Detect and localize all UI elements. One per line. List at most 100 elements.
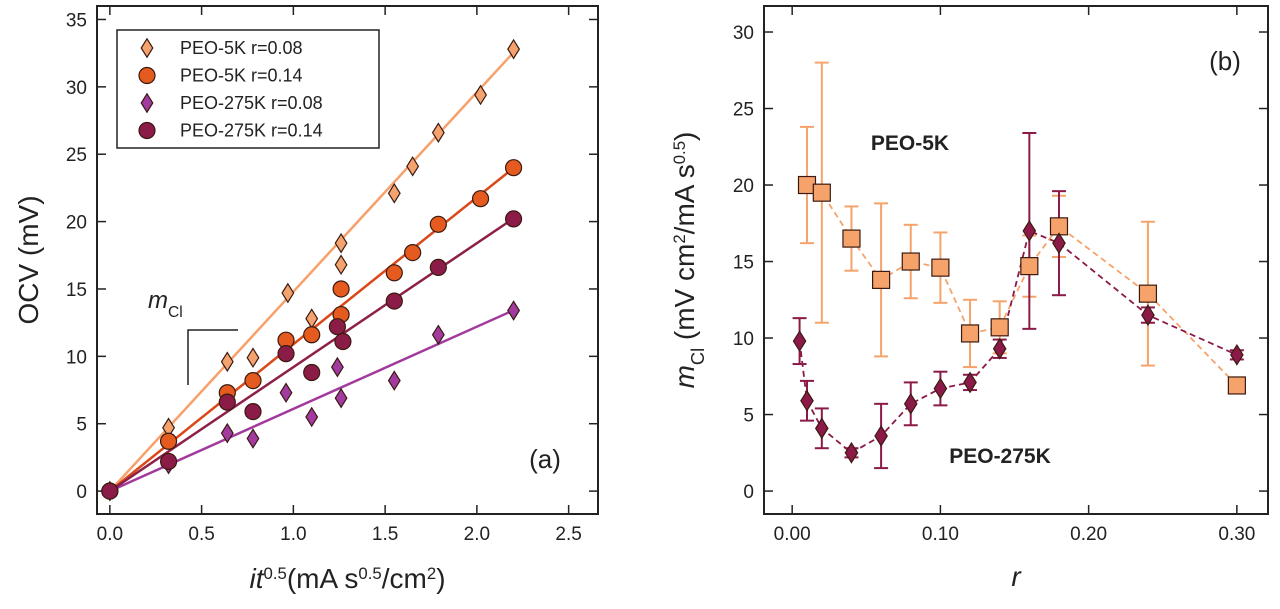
x-axis-label-part: ): [436, 563, 445, 594]
x-axis-label-part: (mA s: [287, 563, 359, 594]
fit-line: [109, 217, 515, 493]
x-axis-label-part: /cm: [382, 563, 427, 594]
data-point: [387, 182, 401, 204]
y-axis-label-part: Cl: [688, 348, 708, 365]
x-tick-label: 0.10: [922, 524, 959, 545]
y-tick-label: 25: [66, 145, 87, 166]
x-tick-label: 0.30: [1218, 524, 1255, 545]
x-axis-label: it0.5(mA s0.5/cm2): [249, 563, 445, 594]
data-point: [1230, 343, 1244, 366]
y-axis-label-part: OCV (mV): [13, 195, 44, 324]
data-point: [305, 406, 319, 428]
x-tick-label: 2.5: [555, 524, 581, 545]
y-axis-label-part: 0.5: [670, 141, 689, 164]
data-point: [504, 159, 523, 177]
data-point: [842, 229, 861, 248]
data-point: [332, 280, 350, 298]
data-point: [281, 282, 295, 304]
x-axis-label-part: 0.5: [263, 564, 286, 583]
data-point: [901, 252, 920, 271]
legend-marker: [140, 37, 154, 59]
x-tick-label: 1.5: [372, 524, 398, 545]
y-tick-label: 5: [76, 415, 87, 436]
data-point: [931, 258, 950, 277]
data-point: [303, 363, 321, 382]
x-axis-label-part: 2: [427, 564, 436, 583]
y-tick-label: 15: [733, 253, 754, 274]
slope-bracket: [187, 329, 238, 385]
data-point: [844, 441, 859, 464]
y-tick-label: 10: [66, 347, 87, 368]
data-point: [990, 318, 1009, 337]
plot-frame: [763, 5, 1269, 515]
data-point: [101, 482, 119, 500]
legend-label: PEO-5K r=0.08: [180, 38, 303, 58]
data-point: [334, 387, 348, 409]
data-point: [933, 377, 948, 400]
y-axis-label: OCV (mV): [13, 195, 44, 324]
y-tick-label: 25: [733, 100, 754, 121]
data-point: [220, 422, 234, 444]
x-tick-label: 0.20: [1070, 524, 1107, 545]
y-tick-label: 20: [733, 176, 754, 197]
data-point: [246, 347, 260, 369]
data-point: [303, 326, 321, 344]
series-label: PEO-275K: [949, 445, 1051, 468]
x-axis-label-part: r: [1011, 561, 1022, 592]
data-point: [406, 156, 420, 177]
data-point: [220, 351, 234, 373]
y-axis-label-part: (mV cm: [669, 244, 700, 348]
y-axis-label-part: ): [669, 132, 700, 141]
slope-annotation-part: m: [148, 287, 168, 314]
x-tick-label: 1.0: [280, 524, 306, 545]
legend-box: [116, 29, 380, 149]
data-point: [330, 356, 344, 378]
data-point: [387, 370, 401, 391]
data-point: [963, 371, 977, 394]
data-point: [404, 243, 422, 262]
y-axis-label: mCl (mV cm2/mA s0.5): [669, 132, 708, 389]
plot-frame: [96, 5, 599, 515]
x-tick-label: 0.0: [97, 524, 123, 545]
data-point: [504, 210, 523, 228]
data-point: [992, 337, 1007, 360]
data-point: [429, 258, 447, 277]
x-axis-label: r: [1011, 561, 1022, 592]
x-axis-label-part: it: [249, 563, 264, 594]
data-point: [1138, 284, 1158, 303]
y-tick-label: 30: [733, 23, 754, 44]
x-tick-label: 2.0: [464, 524, 490, 545]
slope-annotation: mCl: [148, 287, 183, 321]
data-point: [474, 84, 488, 106]
x-axis-label-part: 0.5: [358, 564, 381, 583]
y-tick-label: 0: [743, 482, 754, 503]
data-point: [1141, 304, 1155, 326]
data-point: [1052, 232, 1066, 255]
y-tick-label: 10: [733, 329, 754, 350]
data-point: [431, 122, 445, 143]
y-tick-label: 35: [66, 10, 87, 31]
legend-label: PEO-5K r=0.14: [180, 66, 303, 86]
panel-label: (b): [1209, 46, 1241, 76]
data-point: [507, 38, 521, 60]
data-point: [960, 324, 980, 343]
y-axis-label-part: 2: [670, 234, 689, 243]
y-tick-label: 15: [66, 280, 87, 301]
data-point: [244, 371, 262, 390]
legend-label: PEO-275K r=0.14: [180, 121, 323, 141]
y-tick-label: 20: [66, 213, 87, 234]
y-tick-label: 5: [743, 406, 754, 427]
y-tick-label: 30: [66, 78, 87, 99]
legend-marker: [138, 66, 156, 85]
data-point: [431, 324, 445, 346]
x-tick-label: 0.5: [188, 524, 214, 545]
panel-label: (a): [529, 444, 561, 474]
y-tick-label: 0: [76, 482, 87, 503]
data-point: [244, 402, 262, 421]
y-axis-label-part: m: [669, 365, 700, 388]
data-point: [1022, 220, 1037, 242]
data-point: [814, 417, 829, 440]
fit-line: [108, 51, 515, 492]
data-point: [246, 428, 260, 449]
data-point: [792, 330, 807, 353]
